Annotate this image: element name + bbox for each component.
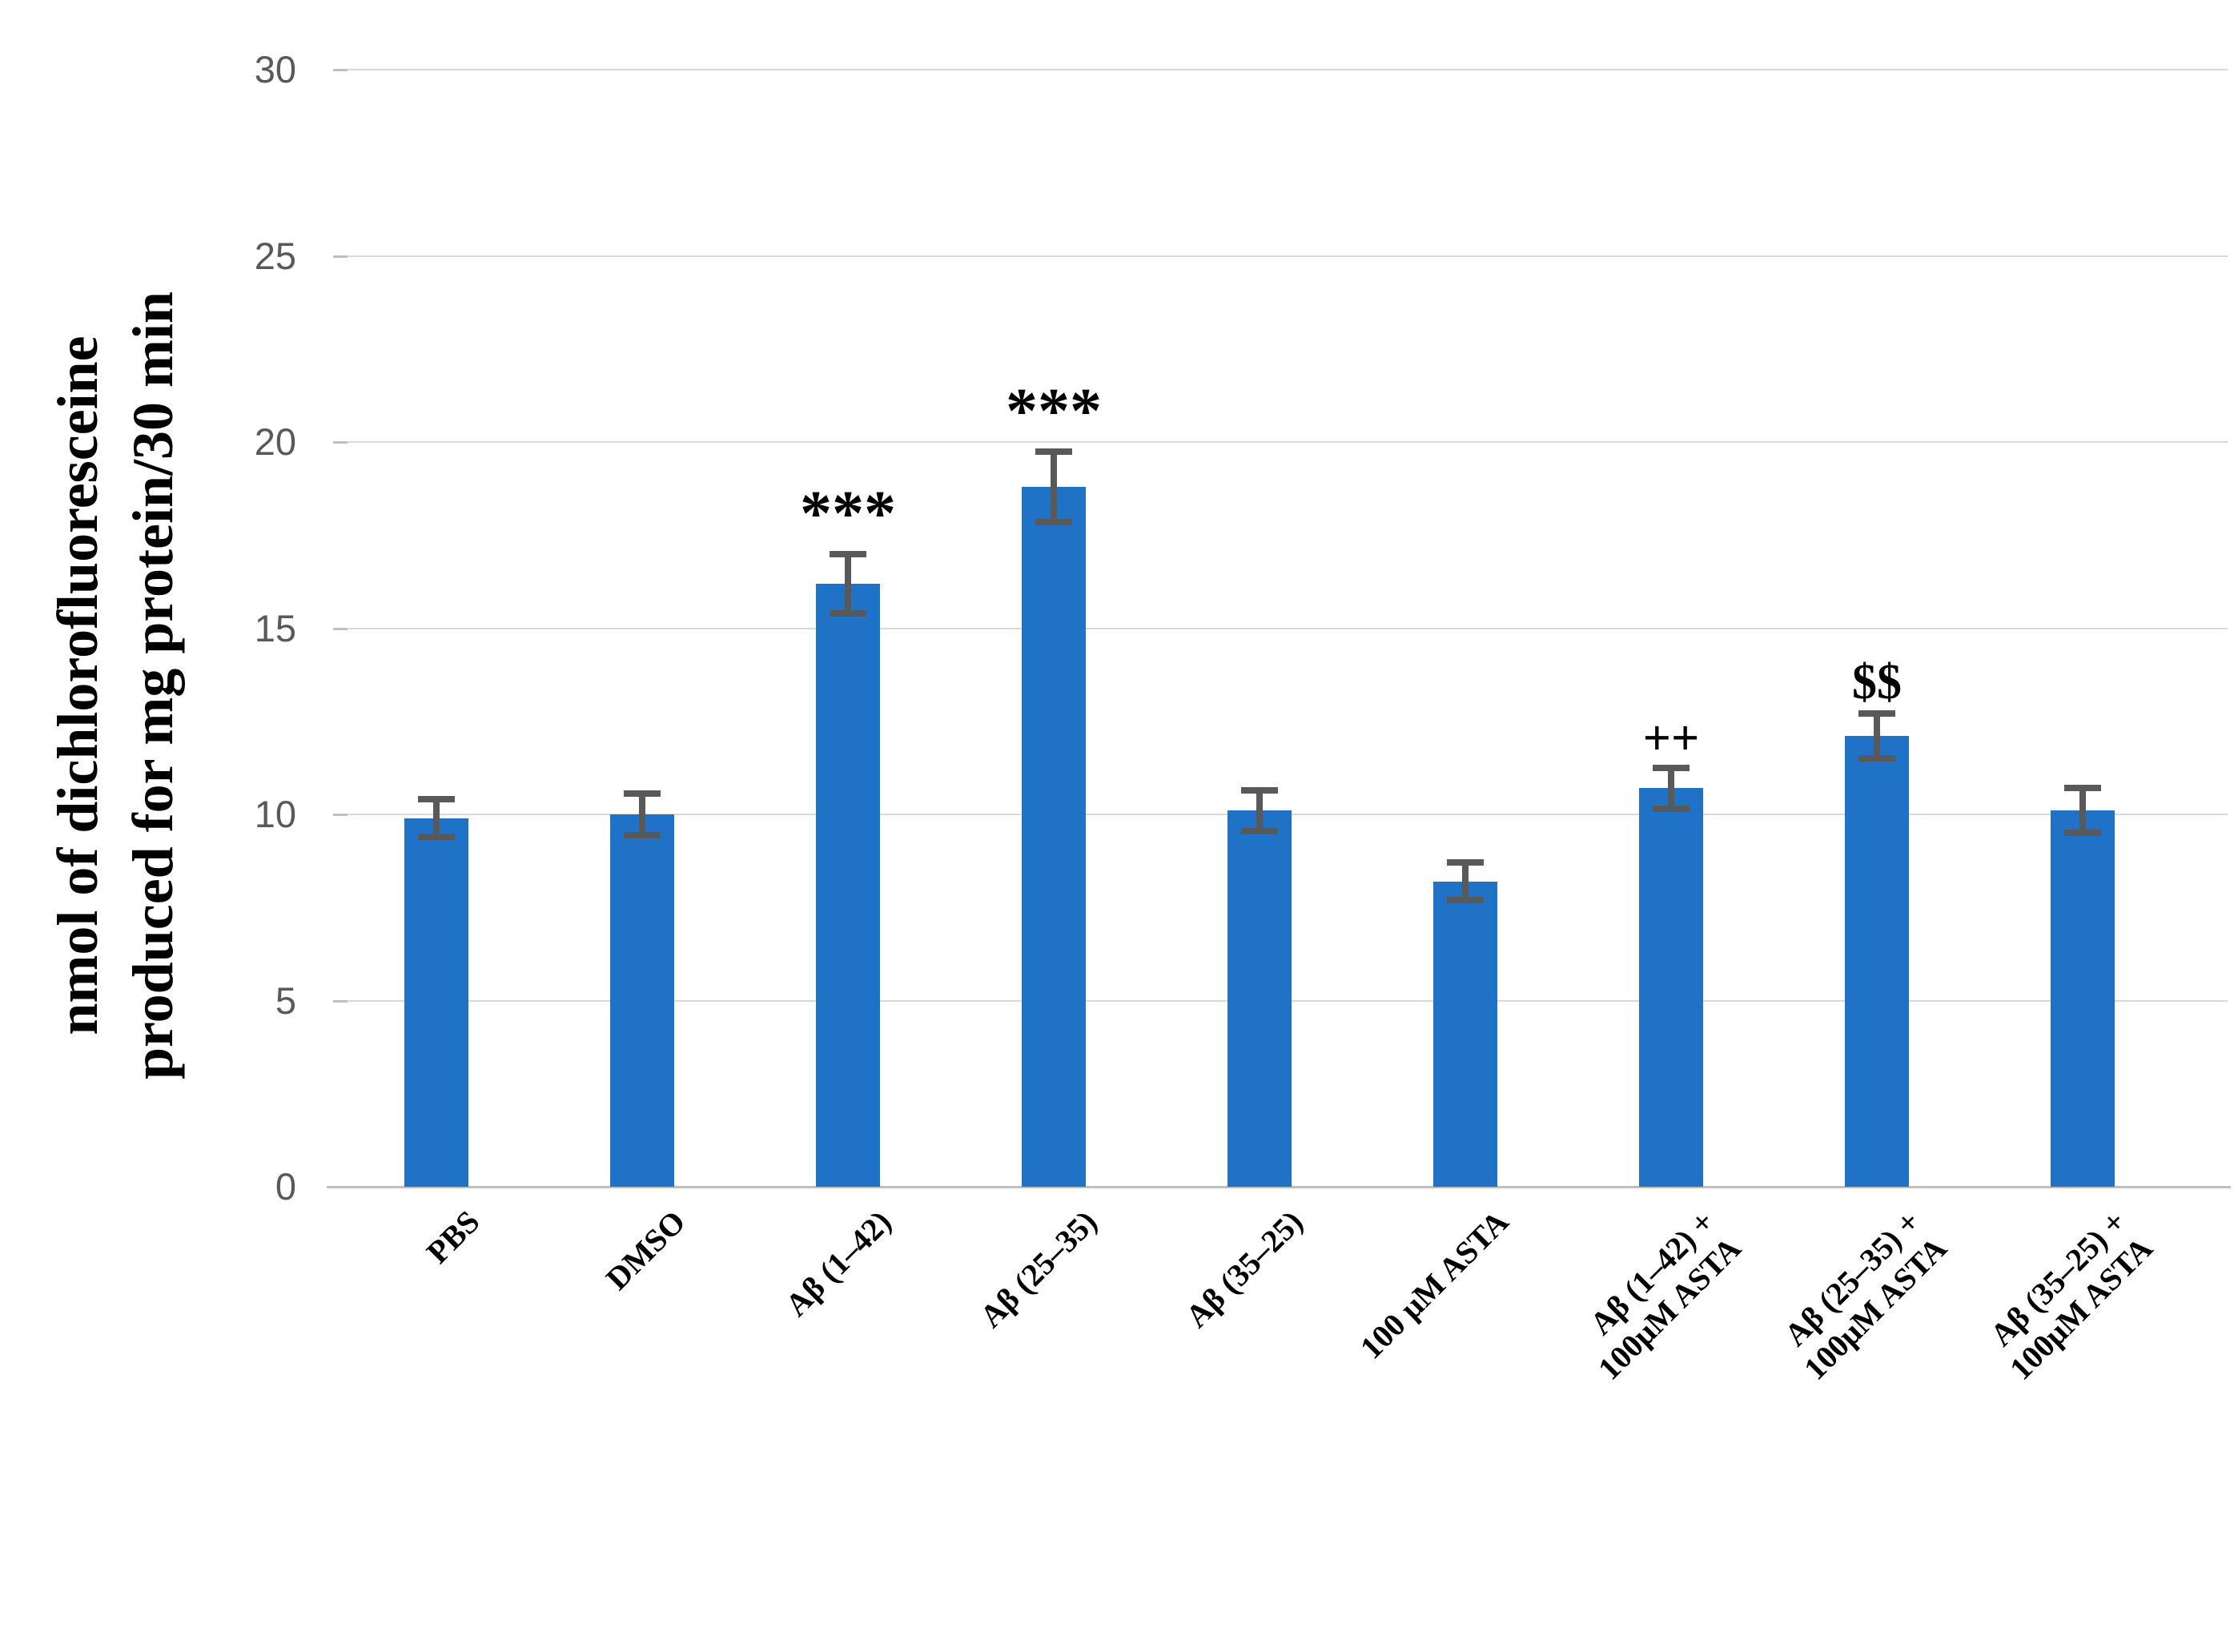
error-bar-bottom-cap xyxy=(624,831,661,838)
error-bar xyxy=(1256,790,1263,831)
error-bar-bottom-cap xyxy=(1653,806,1690,813)
error-bar xyxy=(2079,788,2086,834)
error-bar-bottom-cap xyxy=(1241,827,1278,834)
error-bar-top-cap xyxy=(1241,786,1278,794)
y-tick-label: 30 xyxy=(254,48,296,90)
gridline xyxy=(344,69,2228,70)
error-bar xyxy=(1668,767,1674,810)
y-axis-tick xyxy=(333,69,348,71)
y-tick-label: 5 xyxy=(275,979,296,1022)
x-category-label: DMSO xyxy=(598,1203,693,1297)
error-bar-bottom-cap xyxy=(1035,518,1072,525)
gridline xyxy=(344,255,2228,257)
error-bar-top-cap xyxy=(1447,859,1484,866)
error-bar xyxy=(1462,862,1469,900)
error-bar-bottom-cap xyxy=(1858,755,1895,762)
y-axis-tick xyxy=(333,255,348,258)
gridline xyxy=(344,627,2228,629)
bar xyxy=(610,814,674,1187)
bar xyxy=(1227,810,1292,1187)
error-bar-top-cap xyxy=(830,550,866,557)
error-bar-top-cap xyxy=(1653,764,1690,771)
x-category-label: Aβ (1–42) xyxy=(777,1203,898,1324)
error-bar xyxy=(1051,451,1057,522)
error-bar xyxy=(845,553,851,613)
y-tick-label: 10 xyxy=(254,793,296,835)
y-axis-title-line1: nmol of dichlorofluoresceine xyxy=(46,336,110,1035)
error-bar-bottom-cap xyxy=(1447,896,1484,903)
y-tick-label: 25 xyxy=(254,234,296,277)
x-category-label: PBS xyxy=(419,1203,487,1271)
y-tick-label: 20 xyxy=(254,420,296,463)
error-bar-bottom-cap xyxy=(2064,830,2101,837)
error-bar xyxy=(639,794,645,835)
error-bar-top-cap xyxy=(1035,448,1072,455)
bar xyxy=(1845,736,1909,1187)
error-bar-bottom-cap xyxy=(418,833,455,840)
significance-annotation: ++ xyxy=(1642,710,1700,766)
error-bar xyxy=(433,799,440,837)
gridline xyxy=(344,441,2228,443)
y-axis-tick xyxy=(333,627,348,630)
error-bar-top-cap xyxy=(1858,710,1895,717)
y-axis-title: nmol of dichlorofluoresceine produced for… xyxy=(40,125,191,1246)
error-bar-top-cap xyxy=(418,796,455,803)
y-axis-title-line2: produced for mg protein/30 min xyxy=(121,291,185,1080)
error-bar-top-cap xyxy=(624,790,661,798)
bar xyxy=(816,583,880,1187)
bar xyxy=(1022,486,1086,1187)
x-axis-line xyxy=(327,1186,2231,1188)
bar xyxy=(1433,881,1497,1187)
x-category-label: 100 μM ASTA xyxy=(1352,1203,1516,1366)
error-bar-bottom-cap xyxy=(830,609,866,617)
error-bar-top-cap xyxy=(2064,785,2101,792)
significance-annotation: *** xyxy=(800,478,896,549)
error-bar xyxy=(1874,713,1880,759)
significance-annotation: *** xyxy=(1006,376,1102,447)
y-tick-label: 15 xyxy=(254,606,296,649)
y-axis-tick xyxy=(333,441,348,444)
bar-chart: nmol of dichlorofluoresceine produced for… xyxy=(40,48,2231,1387)
bar xyxy=(1639,788,1703,1187)
x-category-label: Aβ (35–25) xyxy=(1178,1203,1310,1335)
x-category-label: Aβ (25–35) xyxy=(972,1203,1104,1335)
y-axis-tick xyxy=(333,814,348,816)
bar xyxy=(404,818,468,1187)
significance-annotation: $$ xyxy=(1852,655,1902,710)
bar xyxy=(2051,810,2115,1187)
y-tick-label: 0 xyxy=(275,1165,296,1208)
y-axis-tick xyxy=(333,999,348,1003)
